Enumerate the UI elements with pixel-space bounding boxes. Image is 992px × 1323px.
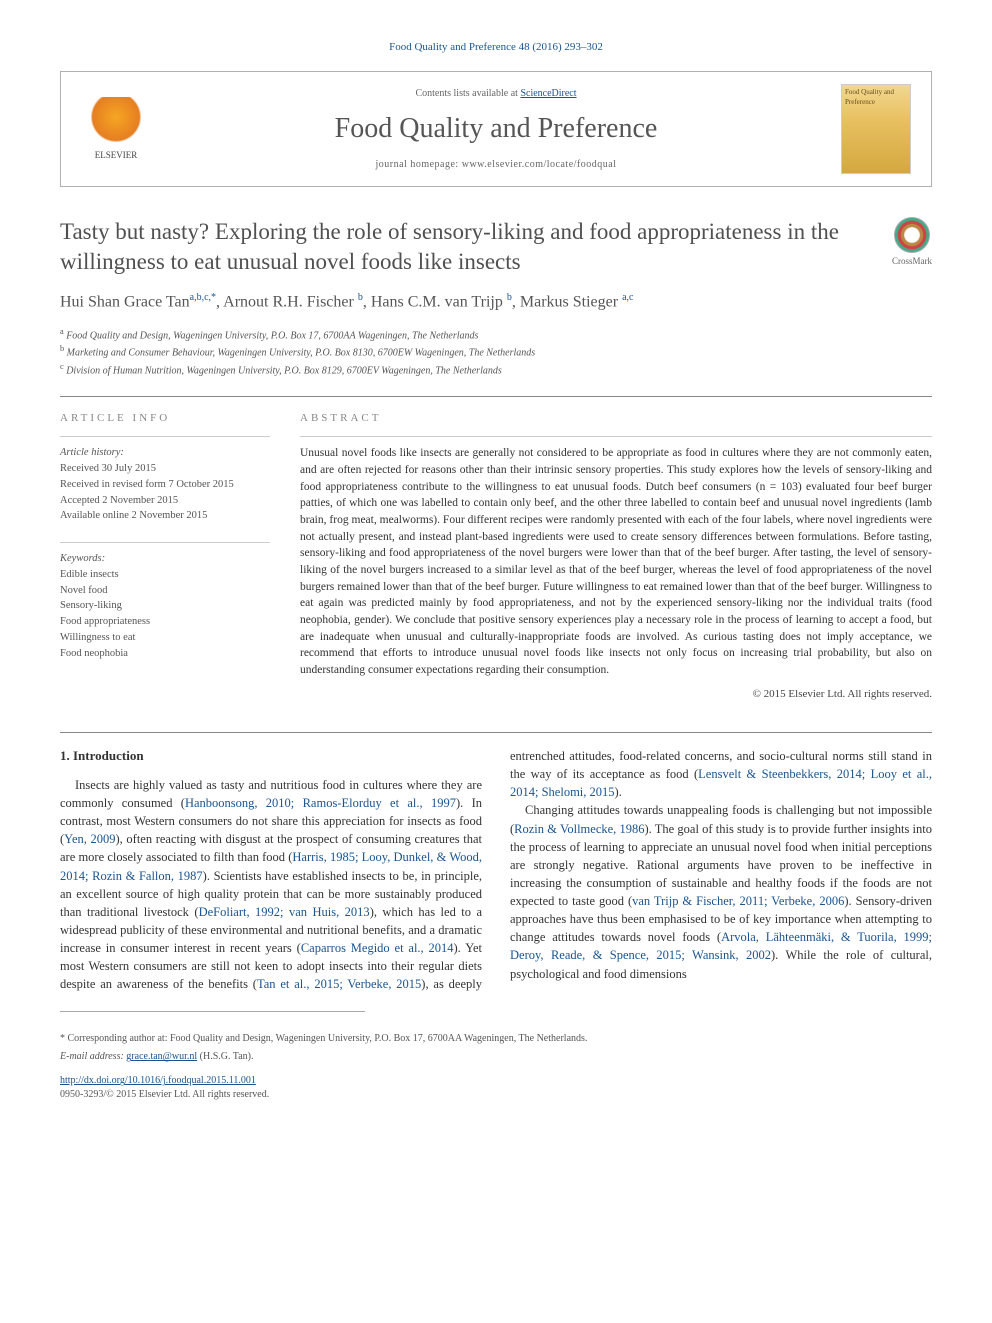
citation-link[interactable]: Caparros Megido et al., 2014 [301,941,454,955]
abstract-column: ABSTRACT Unusual novel foods like insect… [300,411,932,702]
abstract-copyright: © 2015 Elsevier Ltd. All rights reserved… [300,687,932,702]
footer-block: * Corresponding author at: Food Quality … [60,1032,932,1064]
homepage-url[interactable]: www.elsevier.com/locate/foodqual [462,159,617,170]
history-label: Article history: [60,445,270,461]
article-history: Article history: Received 30 July 2015 R… [60,445,270,524]
title-row: Tasty but nasty? Exploring the role of s… [60,217,932,277]
issn-copyright: 0950-3293/© 2015 Elsevier Ltd. All right… [60,1088,932,1102]
history-received: Received 30 July 2015 [60,461,270,477]
doi-block: http://dx.doi.org/10.1016/j.foodqual.201… [60,1074,932,1102]
email-line: E-mail address: grace.tan@wur.nl (H.S.G.… [60,1050,932,1064]
divider-mid [60,732,932,733]
publisher-logo: ELSEVIER [81,97,151,162]
article-info-label: ARTICLE INFO [60,411,270,426]
citation-link[interactable]: DeFoliart, 1992; van Huis, 2013 [199,905,370,919]
elsevier-tree-icon [91,97,141,147]
article-info-column: ARTICLE INFO Article history: Received 3… [60,411,270,702]
affiliation-c: c Division of Human Nutrition, Wageninge… [60,361,932,378]
journal-reference: Food Quality and Preference 48 (2016) 29… [60,40,932,55]
keyword-item: Novel food [60,583,270,599]
citation-link[interactable]: van Trijp & Fischer, 2011; Verbeke, 2006 [632,894,844,908]
history-online: Available online 2 November 2015 [60,508,270,524]
corresponding-author: * Corresponding author at: Food Quality … [60,1032,932,1046]
affiliation-a: a Food Quality and Design, Wageningen Un… [60,326,932,343]
abstract-rule [300,436,932,437]
affiliations: a Food Quality and Design, Wageningen Un… [60,326,932,378]
citation-link[interactable]: Hanboonsong, 2010; Ramos-Elorduy et al.,… [185,796,456,810]
header-center: Contents lists available at ScienceDirec… [151,87,841,172]
author-4: , Markus Stieger [512,294,618,311]
journal-cover-thumbnail: Food Quality and Preference [841,84,911,174]
contents-available-line: Contents lists available at ScienceDirec… [151,87,841,101]
history-accepted: Accepted 2 November 2015 [60,493,270,509]
body-columns: 1. Introduction Insects are highly value… [60,747,932,993]
keyword-item: Edible insects [60,567,270,583]
keyword-item: Food appropriateness [60,614,270,630]
info-rule [60,436,270,437]
footnote-rule [60,1011,365,1012]
crossmark-label: CrossMark [892,255,932,268]
journal-homepage-line: journal homepage: www.elsevier.com/locat… [151,158,841,172]
citation-link[interactable]: Tan et al., 2015; Verbeke, 2015 [257,977,421,991]
author-1: Hui Shan Grace Tan [60,294,190,311]
abstract-text: Unusual novel foods like insects are gen… [300,445,932,678]
sciencedirect-link[interactable]: ScienceDirect [520,88,576,99]
article-title: Tasty but nasty? Exploring the role of s… [60,217,892,277]
history-revised: Received in revised form 7 October 2015 [60,477,270,493]
divider-top [60,396,932,397]
author-4-affil: a,c [622,292,633,303]
author-1-affil: a,b,c,* [190,292,216,303]
keywords-label: Keywords: [60,551,270,567]
body-paragraph-2: Changing attitudes towards unappealing f… [510,801,932,982]
journal-title: Food Quality and Preference [151,109,841,148]
journal-header: ELSEVIER Contents lists available at Sci… [60,71,932,187]
abstract-label: ABSTRACT [300,411,932,426]
info-abstract-row: ARTICLE INFO Article history: Received 3… [60,411,932,702]
email-label: E-mail address: [60,1051,126,1062]
doi-link[interactable]: http://dx.doi.org/10.1016/j.foodqual.201… [60,1075,256,1086]
email-link[interactable]: grace.tan@wur.nl [126,1051,197,1062]
email-suffix: (H.S.G. Tan). [197,1051,253,1062]
citation-link[interactable]: Yen, 2009 [64,832,115,846]
section-heading-intro: 1. Introduction [60,747,482,766]
keyword-item: Food neophobia [60,646,270,662]
keywords-block: Keywords: Edible insects Novel food Sens… [60,551,270,661]
publisher-name: ELSEVIER [95,149,138,162]
crossmark-widget[interactable]: CrossMark [892,217,932,268]
citation-link[interactable]: Rozin & Vollmecke, 1986 [514,822,644,836]
keyword-item: Sensory-liking [60,598,270,614]
author-3: , Hans C.M. van Trijp [363,294,503,311]
author-list: Hui Shan Grace Tana,b,c,*, Arnout R.H. F… [60,291,932,314]
page-root: Food Quality and Preference 48 (2016) 29… [0,0,992,1142]
homepage-prefix: journal homepage: [376,159,462,170]
keyword-item: Willingness to eat [60,630,270,646]
crossmark-icon [894,217,930,253]
author-2: , Arnout R.H. Fischer [216,294,354,311]
keywords-rule [60,542,270,543]
contents-prefix: Contents lists available at [415,88,520,99]
affiliation-b: b Marketing and Consumer Behaviour, Wage… [60,343,932,360]
